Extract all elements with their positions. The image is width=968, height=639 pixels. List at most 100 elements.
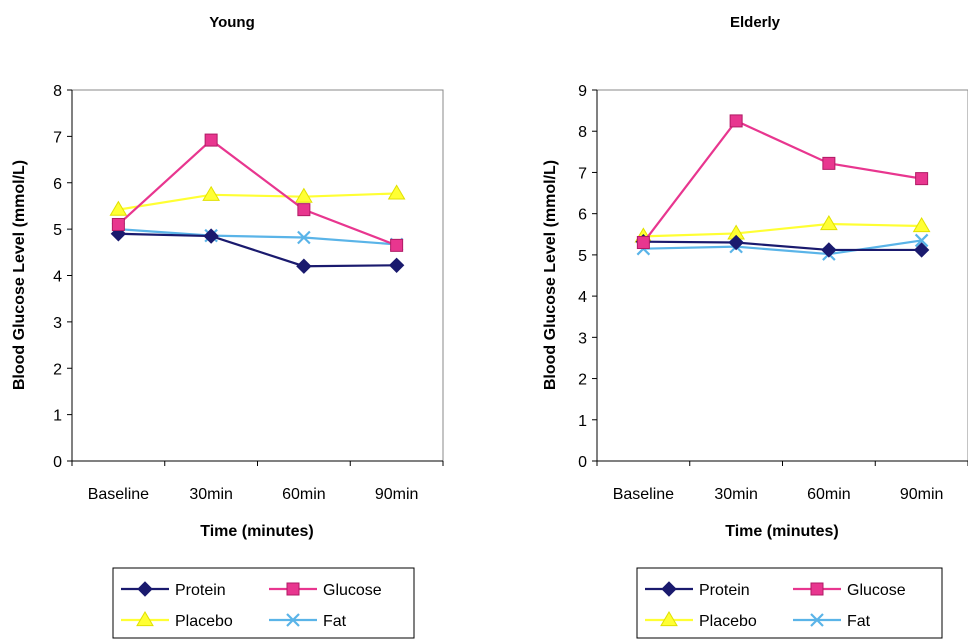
y-tick-label: 0 bbox=[578, 454, 587, 471]
legend-label: Glucose bbox=[323, 582, 382, 599]
series-line-fat bbox=[118, 228, 397, 246]
data-point-fat bbox=[297, 230, 311, 245]
data-point-placebo bbox=[295, 187, 313, 203]
x-tick-label: 30min bbox=[189, 486, 233, 503]
data-point-protein bbox=[296, 258, 312, 274]
x-tick-label: Baseline bbox=[88, 486, 149, 503]
legend-item-glucose: Glucose bbox=[793, 582, 906, 599]
data-point-glucose bbox=[915, 172, 929, 186]
plot-area bbox=[71, 89, 444, 462]
legend-box bbox=[112, 567, 415, 639]
chart-young: Young 0 1 2 3 4 5 6 7 8 Baseline 30min 60min 90min Tim… bbox=[11, 14, 444, 639]
x-tick-label: 90min bbox=[900, 486, 944, 503]
y-tick-label: 7 bbox=[53, 129, 62, 146]
x-tick-label: 30min bbox=[714, 486, 758, 503]
legend-label: Glucose bbox=[847, 582, 906, 599]
y-tick-label: 1 bbox=[578, 413, 587, 430]
data-point-placebo bbox=[202, 185, 220, 201]
legend-item-placebo: Placebo bbox=[121, 611, 233, 630]
legend-box bbox=[636, 567, 943, 639]
legend-label: Placebo bbox=[175, 613, 233, 630]
y-axis-title: Blood Glucose Level (mmol/L) bbox=[542, 160, 559, 390]
legend: Protein Glucose Placebo Fat bbox=[636, 567, 943, 639]
series-placebo bbox=[634, 214, 931, 243]
data-point-glucose bbox=[204, 133, 218, 147]
data-point-placebo bbox=[109, 200, 128, 216]
y-tick-label: 5 bbox=[53, 222, 62, 239]
series-line-glucose bbox=[117, 138, 398, 247]
y-tick-label: 8 bbox=[53, 83, 62, 100]
y-tick-label: 2 bbox=[578, 372, 587, 389]
data-point-fat bbox=[914, 233, 929, 248]
chart-title: Elderly bbox=[730, 14, 781, 31]
series-placebo bbox=[109, 184, 406, 216]
series-line-glucose bbox=[642, 119, 922, 244]
data-point-glucose bbox=[390, 238, 404, 252]
legend-item-protein: Protein bbox=[645, 581, 750, 599]
series-line-fat bbox=[643, 239, 922, 256]
legend-marker-glucose bbox=[286, 582, 300, 596]
chart-title: Young bbox=[209, 14, 255, 31]
data-point-glucose bbox=[822, 156, 836, 170]
y-axis-title: Blood Glucose Level (mmol/L) bbox=[11, 160, 28, 390]
series-line-protein bbox=[643, 240, 922, 252]
data-point-glucose bbox=[636, 236, 650, 250]
data-point-placebo bbox=[912, 217, 931, 233]
y-tick-label: 4 bbox=[578, 289, 587, 306]
y-tick-label: 9 bbox=[578, 83, 587, 100]
plot-area bbox=[596, 89, 968, 462]
y-tick-label: 6 bbox=[578, 207, 587, 224]
x-axis-title: Time (minutes) bbox=[200, 523, 314, 540]
legend-label: Fat bbox=[323, 613, 347, 630]
data-point-protein bbox=[203, 228, 219, 244]
data-point-placebo bbox=[387, 184, 406, 200]
data-point-glucose bbox=[729, 114, 743, 128]
y-tick-label: 1 bbox=[53, 408, 62, 425]
legend-item-fat: Fat bbox=[269, 613, 347, 630]
legend-marker-protein bbox=[661, 581, 677, 597]
data-point-protein bbox=[821, 242, 837, 258]
legend-item-protein: Protein bbox=[121, 581, 226, 599]
series-line-protein bbox=[118, 232, 397, 268]
y-tick-label: 7 bbox=[578, 165, 587, 182]
legend-marker-glucose bbox=[810, 582, 824, 596]
legend-item-placebo: Placebo bbox=[645, 611, 757, 630]
x-tick-label: 90min bbox=[375, 486, 419, 503]
data-point-protein bbox=[388, 257, 405, 274]
series-glucose bbox=[636, 114, 929, 250]
x-tick-label: 60min bbox=[282, 486, 326, 503]
x-axis-title: Time (minutes) bbox=[725, 523, 839, 540]
data-point-glucose bbox=[111, 217, 125, 231]
y-tick-label: 6 bbox=[53, 176, 62, 193]
chart-elderly: Elderly 0 1 2 3 4 5 6 7 8 9 Baseline 30min 60min 90min… bbox=[542, 14, 968, 639]
data-point-glucose bbox=[297, 203, 311, 217]
data-point-protein bbox=[913, 242, 930, 258]
legend-marker-fat bbox=[286, 613, 300, 627]
y-tick-label: 2 bbox=[53, 361, 62, 378]
series-line-placebo bbox=[643, 222, 922, 238]
legend-marker-protein bbox=[137, 581, 153, 597]
legend-label: Fat bbox=[847, 613, 871, 630]
y-tick-label: 3 bbox=[578, 330, 587, 347]
legend-label: Placebo bbox=[699, 613, 757, 630]
y-tick-label: 4 bbox=[53, 269, 62, 286]
legend-label: Protein bbox=[175, 582, 226, 599]
data-point-placebo bbox=[820, 214, 838, 231]
data-point-protein bbox=[728, 234, 744, 251]
x-tick-label: Baseline bbox=[613, 486, 674, 503]
y-tick-label: 8 bbox=[578, 124, 587, 141]
legend-marker-placebo bbox=[660, 611, 678, 627]
legend: Protein Glucose Placebo Fat bbox=[112, 567, 415, 639]
y-tick-label: 3 bbox=[53, 315, 62, 332]
series-protein bbox=[110, 226, 405, 274]
legend-item-fat: Fat bbox=[793, 613, 871, 630]
series-glucose bbox=[111, 133, 404, 252]
series-line-placebo bbox=[118, 192, 397, 211]
y-tick-label: 0 bbox=[53, 454, 62, 471]
series-fat bbox=[111, 222, 404, 252]
legend-marker-placebo bbox=[136, 611, 154, 627]
x-tick-label: 60min bbox=[807, 486, 851, 503]
legend-item-glucose: Glucose bbox=[269, 582, 382, 599]
legend-marker-fat bbox=[810, 613, 824, 627]
